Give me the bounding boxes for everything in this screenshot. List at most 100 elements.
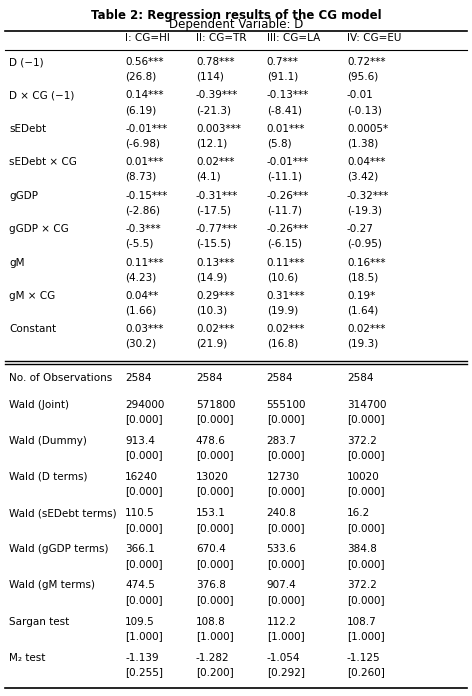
Text: 0.19*: 0.19*	[347, 291, 375, 301]
Text: 0.16***: 0.16***	[347, 258, 386, 267]
Text: [0.200]: [0.200]	[196, 667, 234, 677]
Text: -0.27: -0.27	[347, 224, 374, 234]
Text: [0.000]: [0.000]	[267, 595, 304, 605]
Text: -0.31***: -0.31***	[196, 191, 238, 200]
Text: 474.5: 474.5	[125, 580, 155, 590]
Text: (95.6): (95.6)	[347, 72, 378, 81]
Text: (-17.5): (-17.5)	[196, 205, 231, 215]
Text: (-11.7): (-11.7)	[267, 205, 302, 215]
Text: (-21.3): (-21.3)	[196, 105, 231, 115]
Text: [0.000]: [0.000]	[347, 523, 385, 532]
Text: (1.66): (1.66)	[125, 306, 156, 315]
Text: [1.000]: [1.000]	[267, 631, 304, 641]
Text: [1.000]: [1.000]	[347, 631, 385, 641]
Text: 0.04***: 0.04***	[347, 157, 385, 167]
Text: [0.000]: [0.000]	[347, 450, 385, 460]
Text: -0.3***: -0.3***	[125, 224, 160, 234]
Text: (1.38): (1.38)	[347, 139, 378, 148]
Text: (19.9): (19.9)	[267, 306, 298, 315]
Text: [0.000]: [0.000]	[267, 523, 304, 532]
Text: -1.139: -1.139	[125, 653, 159, 663]
Text: (-0.95): (-0.95)	[347, 239, 382, 248]
Text: (-0.13): (-0.13)	[347, 105, 382, 115]
Text: -1.282: -1.282	[196, 653, 229, 663]
Text: [0.292]: [0.292]	[267, 667, 305, 677]
Text: -0.26***: -0.26***	[267, 224, 309, 234]
Text: 670.4: 670.4	[196, 544, 226, 554]
Text: (19.3): (19.3)	[347, 339, 378, 349]
Text: III: CG=LA: III: CG=LA	[267, 33, 320, 43]
Text: 376.8: 376.8	[196, 580, 226, 590]
Text: (16.8): (16.8)	[267, 339, 298, 349]
Text: 0.72***: 0.72***	[347, 57, 386, 67]
Text: (-15.5): (-15.5)	[196, 239, 231, 248]
Text: 10020: 10020	[347, 472, 379, 482]
Text: 0.78***: 0.78***	[196, 57, 235, 67]
Text: 0.11***: 0.11***	[267, 258, 305, 267]
Text: [0.260]: [0.260]	[347, 667, 385, 677]
Text: 0.7***: 0.7***	[267, 57, 299, 67]
Text: [0.000]: [0.000]	[267, 559, 304, 569]
Text: Wald (Joint): Wald (Joint)	[9, 400, 69, 409]
Text: [0.000]: [0.000]	[267, 450, 304, 460]
Text: (10.6): (10.6)	[267, 272, 298, 282]
Text: sEDebt × CG: sEDebt × CG	[9, 157, 77, 167]
Text: -0.39***: -0.39***	[196, 90, 238, 100]
Text: (91.1): (91.1)	[267, 72, 298, 81]
Text: 0.03***: 0.03***	[125, 324, 163, 334]
Text: (-2.86): (-2.86)	[125, 205, 160, 215]
Text: 16240: 16240	[125, 472, 158, 482]
Text: (-6.98): (-6.98)	[125, 139, 160, 148]
Text: No. of Observations: No. of Observations	[9, 373, 113, 383]
Text: [0.000]: [0.000]	[196, 414, 234, 424]
Text: [1.000]: [1.000]	[125, 631, 163, 641]
Text: 314700: 314700	[347, 400, 387, 409]
Text: [0.255]: [0.255]	[125, 667, 163, 677]
Text: 0.29***: 0.29***	[196, 291, 235, 301]
Text: 294000: 294000	[125, 400, 164, 409]
Text: 2584: 2584	[196, 373, 222, 383]
Text: 0.02***: 0.02***	[347, 324, 385, 334]
Text: Table 2: Regression results of the CG model: Table 2: Regression results of the CG mo…	[91, 9, 381, 22]
Text: [0.000]: [0.000]	[125, 414, 163, 424]
Text: (26.8): (26.8)	[125, 72, 156, 81]
Text: [0.000]: [0.000]	[347, 414, 385, 424]
Text: (-8.41): (-8.41)	[267, 105, 302, 115]
Text: (10.3): (10.3)	[196, 306, 227, 315]
Text: sEDebt: sEDebt	[9, 124, 47, 134]
Text: 108.7: 108.7	[347, 617, 377, 626]
Text: Wald (sEDebt terms): Wald (sEDebt terms)	[9, 508, 117, 518]
Text: [0.000]: [0.000]	[347, 595, 385, 605]
Text: (114): (114)	[196, 72, 224, 81]
Text: Dependent Variable: D: Dependent Variable: D	[169, 18, 303, 31]
Text: 153.1: 153.1	[196, 508, 226, 518]
Text: D (−1): D (−1)	[9, 57, 44, 67]
Text: -0.15***: -0.15***	[125, 191, 168, 200]
Text: (6.19): (6.19)	[125, 105, 156, 115]
Text: 0.02***: 0.02***	[267, 324, 305, 334]
Text: -1.125: -1.125	[347, 653, 380, 663]
Text: 16.2: 16.2	[347, 508, 370, 518]
Text: [0.000]: [0.000]	[125, 595, 163, 605]
Text: 0.14***: 0.14***	[125, 90, 164, 100]
Text: gM: gM	[9, 258, 25, 267]
Text: -0.77***: -0.77***	[196, 224, 238, 234]
Text: [0.000]: [0.000]	[267, 487, 304, 496]
Text: 0.11***: 0.11***	[125, 258, 164, 267]
Text: (-6.15): (-6.15)	[267, 239, 302, 248]
Text: -0.13***: -0.13***	[267, 90, 309, 100]
Text: 0.31***: 0.31***	[267, 291, 305, 301]
Text: 108.8: 108.8	[196, 617, 226, 626]
Text: (18.5): (18.5)	[347, 272, 378, 282]
Text: Wald (gM terms): Wald (gM terms)	[9, 580, 95, 590]
Text: (4.23): (4.23)	[125, 272, 156, 282]
Text: [0.000]: [0.000]	[267, 414, 304, 424]
Text: Constant: Constant	[9, 324, 57, 334]
Text: 366.1: 366.1	[125, 544, 155, 554]
Text: I: CG=HI: I: CG=HI	[125, 33, 170, 43]
Text: 110.5: 110.5	[125, 508, 155, 518]
Text: 571800: 571800	[196, 400, 236, 409]
Text: 372.2: 372.2	[347, 436, 377, 445]
Text: -0.01***: -0.01***	[267, 157, 309, 167]
Text: [0.000]: [0.000]	[347, 559, 385, 569]
